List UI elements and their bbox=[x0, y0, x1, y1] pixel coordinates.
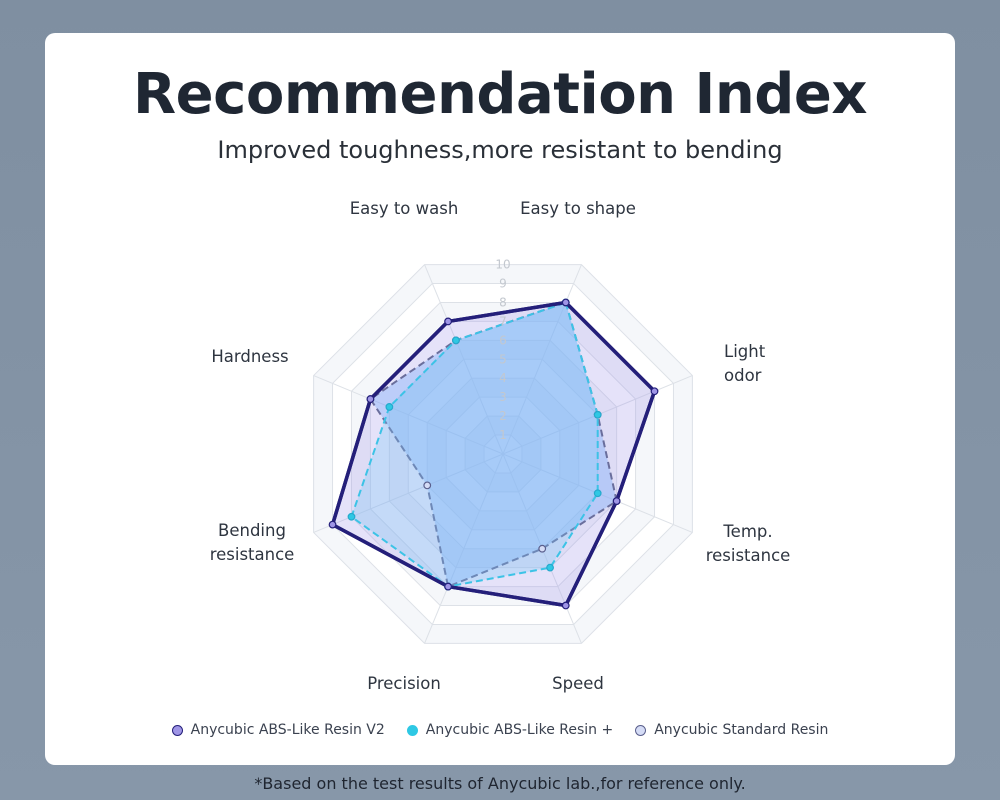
tick-label: 3 bbox=[499, 390, 507, 404]
axis-label: Easy to wash bbox=[350, 199, 459, 218]
legend-swatch bbox=[171, 724, 183, 736]
tick-label: 5 bbox=[499, 352, 507, 366]
page-subtitle: Improved toughness,more resistant to ben… bbox=[217, 136, 783, 164]
axis-label: Precision bbox=[367, 674, 441, 693]
data-point bbox=[347, 512, 356, 521]
tick-label: 8 bbox=[499, 295, 507, 309]
axis-label: Light odor bbox=[724, 342, 766, 385]
grid-spoke bbox=[424, 453, 504, 644]
legend-item: Anycubic ABS-Like Resin V2 bbox=[171, 722, 385, 738]
data-point bbox=[444, 582, 452, 591]
legend-swatch bbox=[406, 724, 418, 736]
data-point bbox=[593, 410, 602, 419]
tick-label: 2 bbox=[499, 409, 507, 423]
tick-label: 1 bbox=[499, 428, 507, 442]
grid-spoke bbox=[313, 375, 504, 455]
legend-swatch bbox=[635, 724, 647, 736]
legend-label: Anycubic ABS-Like Resin V2 bbox=[190, 722, 385, 738]
radar-grid bbox=[313, 264, 693, 644]
legend-label: Anycubic Standard Resin bbox=[654, 722, 829, 738]
data-point bbox=[650, 387, 659, 396]
data-point bbox=[366, 395, 375, 403]
data-point bbox=[444, 317, 452, 326]
data-point bbox=[561, 601, 570, 610]
data-point bbox=[546, 563, 554, 572]
axis-label: Easy to shape bbox=[520, 199, 636, 218]
data-point bbox=[538, 544, 547, 553]
chart-legend: Anycubic ABS-Like Resin V2 Anycubic ABS-L… bbox=[0, 722, 1000, 738]
axis-label: Speed bbox=[552, 674, 604, 693]
grid-spoke bbox=[313, 453, 504, 533]
data-point bbox=[561, 298, 570, 307]
data-point bbox=[593, 489, 602, 498]
data-point bbox=[612, 497, 621, 505]
tick-label: 9 bbox=[499, 277, 507, 291]
tick-label: 6 bbox=[499, 333, 507, 347]
tick-label: 10 bbox=[495, 258, 510, 272]
grid-spoke bbox=[502, 264, 582, 455]
page-title: Recommendation Index bbox=[133, 62, 867, 127]
axis-label: Hardness bbox=[211, 347, 288, 366]
legend-label: Anycubic ABS-Like Resin + bbox=[425, 722, 614, 738]
data-point bbox=[385, 403, 394, 411]
legend-item: Anycubic Standard Resin bbox=[635, 722, 828, 738]
data-point bbox=[452, 336, 460, 345]
axis-label: Bending resistance bbox=[210, 521, 295, 564]
legend-item: Anycubic ABS-Like Resin + bbox=[406, 722, 614, 738]
tick-label: 4 bbox=[499, 371, 507, 385]
series-area-2 bbox=[369, 301, 618, 588]
axis-label: Temp. resistance bbox=[706, 522, 791, 565]
tick-label: 7 bbox=[499, 314, 507, 328]
data-point bbox=[328, 520, 337, 529]
grid-spoke bbox=[424, 264, 504, 455]
footnote: *Based on the test results of Anycubic l… bbox=[254, 774, 746, 793]
data-point bbox=[423, 481, 432, 490]
